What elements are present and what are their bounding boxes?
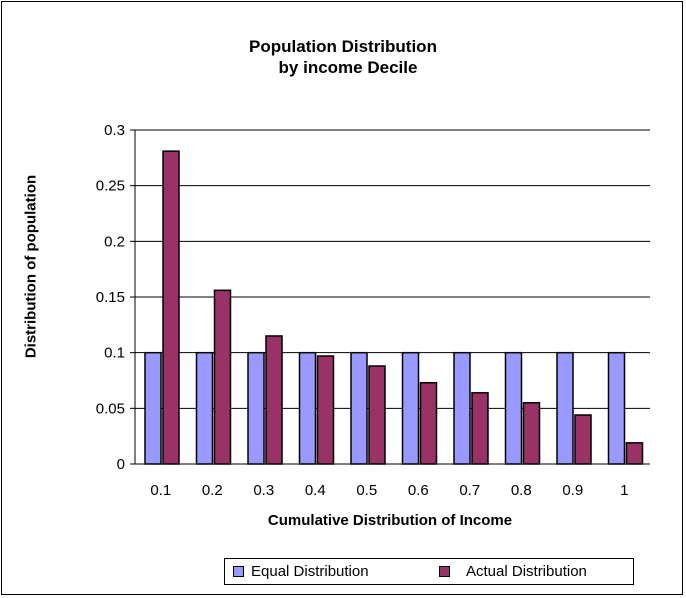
y-axis-label: Distribution of population: [22, 174, 40, 359]
legend-label-equal: Equal Distribution: [251, 563, 369, 580]
x-tick-label: 1: [620, 482, 628, 499]
x-tick-label: 0.1: [150, 482, 171, 499]
chart-title: Population Distribution by income Decile: [0, 36, 686, 78]
x-tick-label: 0.4: [305, 482, 326, 499]
bar-actual: [522, 402, 541, 465]
bar-actual: [574, 414, 592, 465]
x-tick-label: 0.6: [408, 482, 429, 499]
x-tick-label: 0.7: [459, 482, 480, 499]
bar-actual: [213, 289, 232, 465]
bar-equal: [144, 351, 162, 465]
legend: Equal Distribution Actual Distribution: [224, 558, 634, 585]
chart-title-line-1: Population Distribution: [249, 37, 437, 56]
legend-swatch-equal: [233, 566, 244, 577]
bar-equal: [195, 351, 214, 465]
x-tick-label: 0.3: [253, 482, 274, 499]
bar-actual: [368, 365, 386, 465]
bar-actual: [625, 442, 644, 465]
bar-actual: [471, 391, 489, 465]
bar-equal: [556, 351, 574, 465]
y-tick-label: 0.15: [96, 289, 125, 306]
bar-equal: [298, 351, 317, 465]
y-tick-label: 0.05: [96, 400, 125, 417]
bar-equal: [350, 351, 368, 465]
legend-swatch-actual: [439, 566, 450, 577]
x-tick-label: 0.8: [511, 482, 532, 499]
x-axis-label: Cumulative Distribution of Income: [267, 512, 513, 529]
bar-equal: [401, 351, 420, 465]
bar-actual: [316, 355, 335, 465]
y-tick-label: 0.2: [104, 233, 125, 250]
legend-item-equal: Equal Distribution: [233, 563, 369, 580]
bar-equal: [247, 351, 265, 465]
x-tick-label: 0.2: [202, 482, 223, 499]
x-tick-label: 0.5: [356, 482, 377, 499]
legend-item-actual: Actual Distribution: [439, 563, 587, 580]
y-tick-label: 0.25: [96, 178, 125, 195]
bar-actual: [419, 381, 438, 465]
bar-actual: [265, 335, 283, 465]
x-tick-label: 0.9: [562, 482, 583, 499]
legend-label-actual: Actual Distribution: [466, 563, 587, 580]
y-tick-label: 0.1: [104, 345, 125, 362]
y-tick-label: 0: [117, 456, 125, 473]
bar-equal: [504, 351, 523, 465]
bar-equal: [607, 351, 626, 465]
y-tick-label: 0.3: [104, 122, 125, 139]
bar-actual: [162, 150, 180, 465]
chart-title-line-2: by income Decile: [278, 58, 418, 77]
bar-equal: [453, 351, 471, 465]
